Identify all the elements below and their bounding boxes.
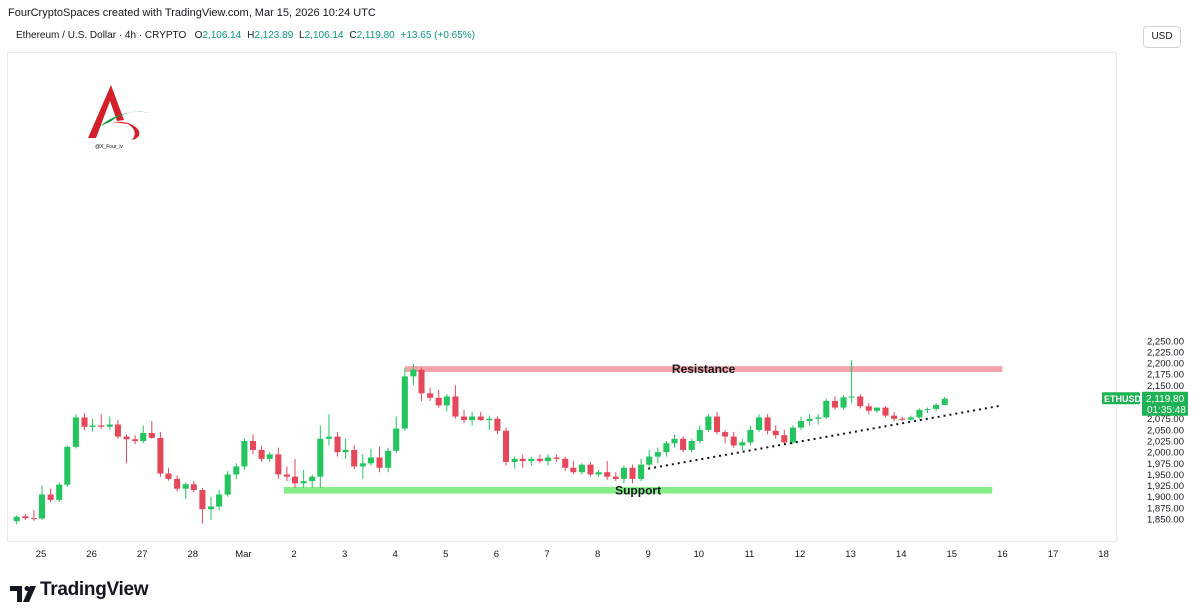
price-tick-label: 2,150.00 [1147, 381, 1184, 392]
open-value: 2,106.14 [202, 30, 242, 41]
time-tick-label: 13 [845, 549, 856, 560]
open-label: O [194, 30, 203, 41]
time-tick-label: 15 [947, 549, 958, 560]
price-axis: 1,850.001,875.001,900.001,925.001,950.00… [1147, 336, 1184, 525]
time-tick-label: 28 [188, 549, 199, 560]
time-tick-label: 12 [795, 549, 806, 560]
time-tick-label: 8 [595, 549, 600, 560]
close-value: 2,119.80 [356, 30, 395, 41]
price-tick-label: 2,000.00 [1147, 448, 1184, 459]
time-tick-label: 2 [291, 549, 296, 560]
badge-countdown-label: 01:35:48 [1147, 405, 1186, 416]
price-tick-label: 1,975.00 [1147, 459, 1184, 470]
price-tick-label: 2,100.00 [1147, 403, 1184, 414]
price-tick-label: 2,250.00 [1147, 336, 1184, 347]
time-tick-label: 14 [896, 549, 907, 560]
price-tick-label: 2,125.00 [1147, 392, 1184, 403]
tradingview-logo-icon [10, 586, 36, 602]
time-tick-label: 27 [137, 549, 148, 560]
chart-credit: FourCryptoSpaces created with TradingVie… [8, 7, 376, 19]
time-tick-label: 5 [443, 549, 448, 560]
low-value: 2,106.14 [304, 30, 344, 41]
close-label: C [349, 30, 357, 41]
time-tick-label: Mar [235, 549, 251, 560]
price-tick-label: 2,050.00 [1147, 425, 1184, 436]
time-tick-label: 4 [393, 549, 398, 560]
time-tick-label: 18 [1098, 549, 1109, 560]
price-tick-label: 1,925.00 [1147, 481, 1184, 492]
price-tick-label: 2,225.00 [1147, 347, 1184, 358]
time-tick-label: 25 [36, 549, 47, 560]
badge-price-label: 2,119.80 [1146, 394, 1185, 405]
price-change: +13.65 (+0.65%) [400, 30, 476, 41]
price-tick-label: 2,200.00 [1147, 359, 1184, 370]
high-label: H [247, 30, 255, 41]
time-tick-label: 26 [86, 549, 97, 560]
time-tick-label: 3 [342, 549, 347, 560]
price-tick-label: 1,950.00 [1147, 470, 1184, 481]
price-tick-label: 1,900.00 [1147, 492, 1184, 503]
tradingview-brand: TradingView [40, 579, 149, 600]
time-tick-label: 9 [646, 549, 651, 560]
price-tick-label: 2,075.00 [1147, 414, 1184, 425]
price-tick-label: 1,850.00 [1147, 515, 1184, 526]
time-tick-label: 11 [744, 549, 754, 560]
time-tick-label: 10 [694, 549, 705, 560]
low-label: L [299, 30, 305, 41]
symbol-description[interactable]: Ethereum / U.S. Dollar · 4h · CRYPTO [16, 30, 187, 41]
time-tick-label: 17 [1048, 549, 1059, 560]
price-tick-label: 2,025.00 [1147, 437, 1184, 448]
chart-frame [7, 52, 1117, 542]
time-axis: 25 26 27 28 Mar 2 3 4 5 6 7 8 9 10 11 12 13 14 15 16 17 18 [36, 549, 1109, 560]
price-tick-label: 2,175.00 [1147, 370, 1184, 381]
time-tick-label: 16 [997, 549, 1008, 560]
high-value: 2,123.89 [254, 30, 294, 41]
ohlc-legend: Ethereum / U.S. Dollar · 4h · CRYPTO O2,… [16, 30, 475, 41]
time-tick-label: 6 [494, 549, 499, 560]
badge-price-box [1142, 391, 1188, 416]
time-tick-label: 7 [544, 549, 549, 560]
currency-button[interactable]: USD [1143, 26, 1181, 48]
price-tick-label: 1,875.00 [1147, 503, 1184, 514]
